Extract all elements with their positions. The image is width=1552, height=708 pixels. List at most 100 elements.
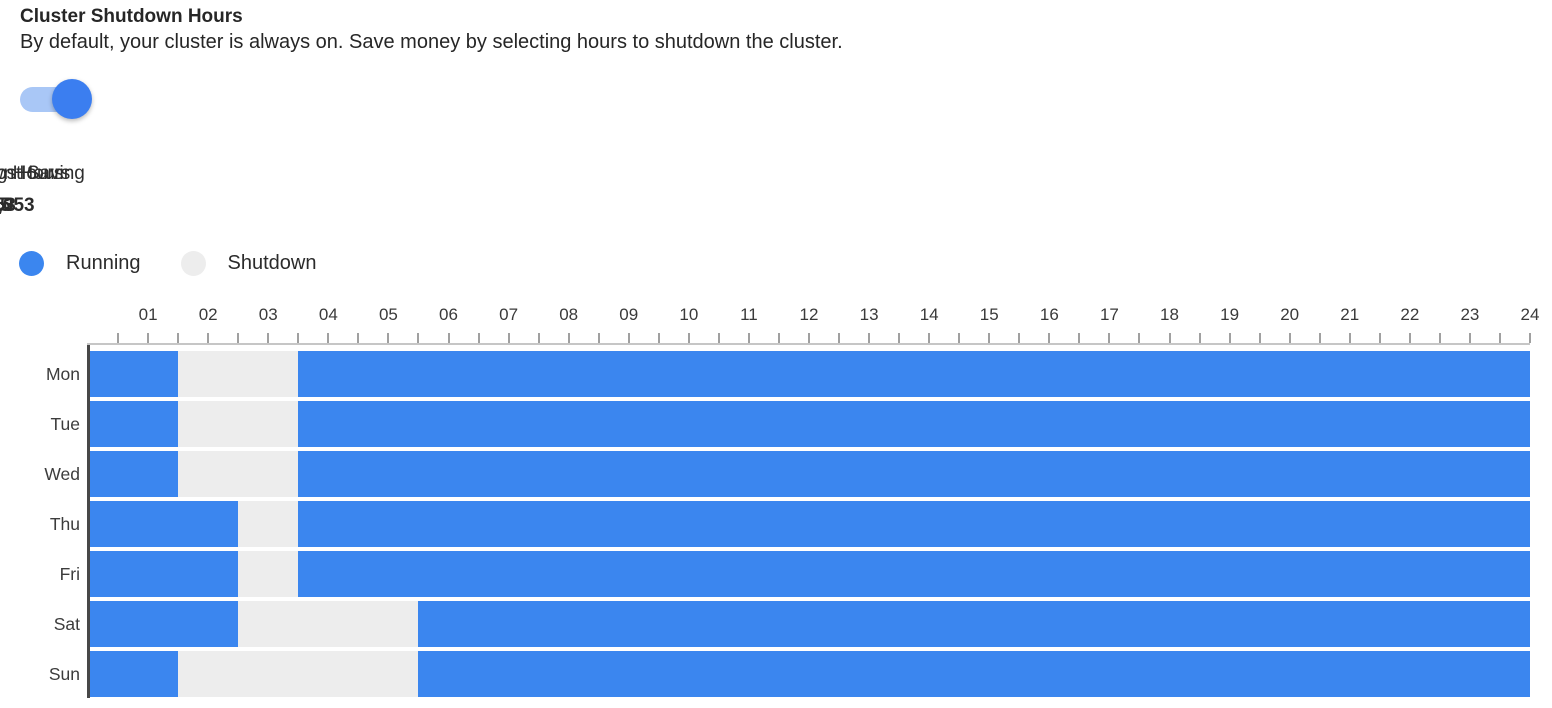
hour-label: 19	[1220, 305, 1240, 324]
axis-tick	[1108, 333, 1111, 343]
shutdown-segment[interactable]	[238, 551, 299, 597]
running-segment[interactable]	[298, 551, 1530, 597]
axis-tick	[297, 333, 300, 343]
axis-tick	[327, 333, 330, 343]
hour-label: 21	[1340, 305, 1360, 324]
axis-tick	[627, 333, 630, 343]
hour-label: 18	[1160, 305, 1179, 324]
legend-item-running: Running	[19, 251, 141, 276]
running-segment[interactable]	[88, 451, 179, 497]
hour-label: 06	[439, 305, 458, 324]
running-segment[interactable]	[298, 351, 1530, 397]
running-segment[interactable]	[418, 651, 1530, 697]
axis-tick	[747, 333, 750, 343]
hour-ticks	[88, 333, 1531, 343]
axis-tick	[1498, 333, 1501, 343]
axis-tick	[387, 333, 390, 343]
axis-tick	[657, 333, 660, 343]
running-segment[interactable]	[88, 601, 239, 647]
hour-label: 12	[799, 305, 819, 324]
running-segment[interactable]	[88, 501, 239, 547]
hour-label: 24	[1520, 305, 1540, 324]
shutdown-segment[interactable]	[178, 401, 299, 447]
shutdown-swatch-icon	[180, 251, 206, 276]
axis-tick	[477, 333, 480, 343]
hour-axis: 01 02 03 04 05 06 07 08 09 10 11 12 13 14 15 16 17 18 19 20…	[88, 305, 1540, 329]
day-label: Sat	[53, 613, 80, 634]
legend-item-shutdown: Shutdown	[180, 251, 316, 276]
axis-tick	[1468, 333, 1471, 343]
running-segment[interactable]	[298, 501, 1530, 547]
running-segment[interactable]	[88, 551, 239, 597]
hour-label: 09	[619, 305, 639, 324]
axis-tick	[567, 333, 570, 343]
hour-label: 23	[1460, 305, 1480, 324]
shutdown-segment[interactable]	[178, 651, 419, 697]
schedule-row-wed	[88, 451, 1530, 497]
hour-label: 03	[258, 305, 278, 324]
stat-value: 15	[0, 195, 11, 216]
axis-top-line	[87, 343, 1530, 345]
running-segment[interactable]	[88, 351, 179, 397]
shutdown-segment[interactable]	[238, 501, 299, 547]
axis-tick	[1048, 333, 1051, 343]
schedule-row-mon	[88, 351, 1530, 397]
day-label: Mon	[45, 363, 80, 384]
axis-tick	[1348, 333, 1351, 343]
axis-tick	[988, 333, 991, 343]
hour-label: 16	[1039, 305, 1059, 324]
hour-label: 17	[1099, 305, 1119, 324]
axis-tick	[958, 333, 961, 343]
axis-tick	[1138, 333, 1141, 343]
axis-tick	[687, 333, 690, 343]
toggle-knob	[52, 79, 92, 119]
hour-label: 15	[979, 305, 999, 324]
hour-label: 08	[559, 305, 579, 324]
axis-tick	[717, 333, 720, 343]
running-segment[interactable]	[298, 401, 1530, 447]
day-label: Thu	[49, 513, 80, 534]
axis-tick	[267, 333, 270, 343]
axis-tick	[868, 333, 871, 343]
schedule-row-thu	[88, 501, 1530, 547]
hour-label: 01	[138, 305, 158, 324]
shutdown-segment[interactable]	[178, 351, 299, 397]
axis-tick	[207, 333, 210, 343]
legend-label: Running	[66, 252, 141, 274]
axis-tick	[237, 333, 240, 343]
axis-tick	[1378, 333, 1381, 343]
schedule-row-fri	[88, 551, 1530, 597]
stat-running-hours: Running Hours 153	[0, 163, 63, 217]
cluster-shutdown-toggle[interactable]	[20, 79, 92, 119]
axis-tick	[117, 333, 120, 343]
schedule-row-sun	[88, 651, 1530, 697]
stat-label: Shutdown Hours	[0, 163, 71, 184]
axis-tick	[357, 333, 360, 343]
day-label: Sun	[48, 663, 80, 684]
axis-tick	[1318, 333, 1321, 343]
day-label: Tue	[50, 413, 80, 434]
axis-tick	[447, 333, 450, 343]
stat-value: ~$2,053	[0, 195, 35, 216]
hour-label: 02	[198, 305, 218, 324]
page-subtitle: By default, your cluster is always on. S…	[20, 31, 843, 53]
day-label: Fri	[59, 563, 80, 584]
stat-shutdown-hours: Shutdown Hours 15	[0, 163, 70, 217]
axis-tick	[808, 333, 810, 343]
schedule-grid	[88, 351, 1530, 698]
shutdown-segment[interactable]	[238, 601, 419, 647]
running-segment[interactable]	[298, 451, 1530, 497]
running-segment[interactable]	[88, 401, 179, 447]
stat-label: Weekly Cost Saving	[0, 163, 85, 184]
axis-tick	[1529, 333, 1531, 343]
axis-tick	[1078, 333, 1081, 343]
running-segment[interactable]	[88, 651, 179, 697]
hour-label: 11	[740, 305, 758, 324]
day-label: Wed	[44, 463, 80, 484]
axis-tick	[1198, 333, 1201, 343]
axis-tick	[898, 333, 901, 343]
axis-tick	[177, 333, 180, 343]
axis-tick	[1438, 333, 1441, 343]
shutdown-segment[interactable]	[178, 451, 299, 497]
running-segment[interactable]	[418, 601, 1530, 647]
